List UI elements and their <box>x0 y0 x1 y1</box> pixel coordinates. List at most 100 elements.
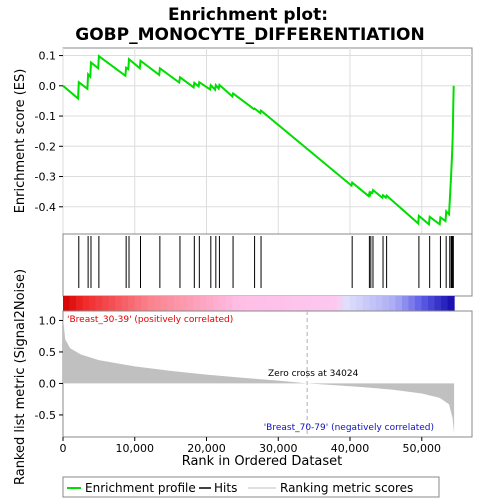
color-bar-segment <box>219 296 227 311</box>
x-axis-ticks: 0 10,000 20,000 30,000 40,000 50,000 <box>60 437 442 455</box>
color-bar-segment <box>108 296 116 311</box>
color-bar-segment <box>232 296 240 311</box>
color-bar-segment <box>193 296 201 311</box>
color-bar-segment <box>284 296 292 311</box>
es-y-axis-label: Enrichment score (ES) <box>13 69 28 214</box>
rank-color-bar <box>63 296 455 311</box>
es-tick-label: -0.4 <box>35 201 56 214</box>
es-tick-label: 0.0 <box>39 80 57 93</box>
color-bar-segment <box>362 296 370 311</box>
color-bar-segment <box>252 296 260 311</box>
color-bar-segment <box>343 296 351 311</box>
hits-panel <box>62 233 473 297</box>
color-bar-segment <box>186 296 194 311</box>
metric-tick-label: 0.5 <box>39 346 57 359</box>
color-bar-segment <box>82 296 90 311</box>
color-bar-segment <box>421 296 429 311</box>
x-axis-label: Rank in Ordered Dataset <box>182 454 343 469</box>
color-bar-segment <box>441 296 449 311</box>
legend-ranking-metric-label: Ranking metric scores <box>280 481 413 495</box>
color-bar-segment <box>95 296 103 311</box>
metric-tick-label: 0.0 <box>39 377 57 390</box>
color-bar-segment <box>199 296 207 311</box>
color-bar-segment <box>304 296 312 311</box>
color-bar-segment <box>225 296 234 311</box>
color-bar-segment <box>206 296 214 311</box>
color-bar-segment <box>297 296 305 311</box>
color-bar-segment <box>427 296 436 311</box>
x-tick-label: 20,000 <box>187 442 226 455</box>
metric-panel: 1.0 0.5 0.0 -0.5 'Breast_30-39' (positively… <box>13 269 473 485</box>
hit-marks <box>78 236 454 288</box>
color-bar-segment <box>167 296 175 311</box>
metric-y-ticks: 1.0 0.5 0.0 -0.5 <box>35 314 63 422</box>
color-bar-segment <box>278 296 286 311</box>
color-bar-segment <box>401 296 410 311</box>
color-bar-segment <box>154 296 162 311</box>
color-bar-segment <box>141 296 149 311</box>
es-tick-label: -0.1 <box>35 110 56 123</box>
color-bar-segment <box>330 296 338 311</box>
color-bar-segment <box>265 296 273 311</box>
enrichment-profile-line <box>62 54 455 227</box>
color-bar-segment <box>310 296 318 311</box>
color-bar-segment <box>447 296 455 311</box>
color-bar-segment <box>128 296 136 311</box>
chart-title-line2: GOBP_MONOCYTE_DIFFERENTIATION <box>75 25 424 45</box>
chart-title-line1: Enrichment plot: <box>168 5 328 25</box>
color-bar-segment <box>336 296 344 311</box>
ranking-metric-area <box>63 317 455 434</box>
color-bar-segment <box>434 296 442 311</box>
es-grid <box>62 48 472 234</box>
negative-correlation-label: 'Breast_70-79' (negatively correlated) <box>264 423 434 433</box>
hits-panel-frame <box>62 233 473 297</box>
color-bar-segment <box>102 296 110 311</box>
es-tick-label: -0.2 <box>35 140 56 153</box>
color-bar-segment <box>238 296 247 311</box>
color-bar-segment <box>258 296 266 311</box>
color-bar-segment <box>317 296 325 311</box>
color-bar-segment <box>173 296 181 311</box>
color-bar-segment <box>356 296 364 311</box>
color-bar-segment <box>323 296 331 311</box>
color-bar-segment <box>63 296 71 311</box>
color-bar-segment <box>245 296 253 311</box>
color-bar-segment <box>89 296 97 311</box>
metric-tick-label: 1.0 <box>39 314 57 327</box>
es-panel-frame <box>62 47 473 235</box>
color-bar-segment <box>160 296 168 311</box>
color-bar-segment <box>369 296 377 311</box>
x-tick-label: 10,000 <box>116 442 155 455</box>
color-bar-segment <box>212 296 221 311</box>
metric-tick-label: -0.5 <box>35 409 56 422</box>
x-tick-label: 50,000 <box>403 442 442 455</box>
positive-correlation-label: 'Breast_30-39' (positively correlated) <box>67 315 233 325</box>
color-bar-segment <box>76 296 84 311</box>
es-tick-label: 0.1 <box>39 50 57 63</box>
x-tick-label: 30,000 <box>259 442 298 455</box>
color-bar-segment <box>388 296 397 311</box>
color-bar-segment <box>121 296 129 311</box>
legend: Enrichment profile Hits Ranking metric s… <box>62 476 440 498</box>
legend-hits-label: Hits <box>214 481 237 495</box>
color-bar-segment <box>180 296 188 311</box>
color-bar-segment <box>115 296 123 311</box>
legend-enrichment-profile-label: Enrichment profile <box>85 481 196 495</box>
legend-frame <box>62 476 440 498</box>
color-bar-segment <box>271 296 279 311</box>
color-bar-segment <box>414 296 423 311</box>
color-bar-segment <box>147 296 155 311</box>
color-bar-segment <box>69 296 77 311</box>
zero-cross-label: Zero cross at 34024 <box>268 369 359 379</box>
es-tick-label: -0.3 <box>35 171 56 184</box>
x-tick-label: 0 <box>60 442 67 455</box>
color-bar-segment <box>291 296 299 311</box>
color-bar-segment <box>134 296 142 311</box>
es-y-ticks: 0.1 0.0 -0.1 -0.2 -0.3 -0.4 <box>35 50 63 214</box>
x-tick-label: 40,000 <box>331 442 370 455</box>
metric-y-axis-label: Ranked list metric (Signal2Noise) <box>13 269 28 485</box>
color-bar-segment <box>349 296 357 311</box>
color-bar-segment <box>408 296 416 311</box>
color-bar-segment <box>375 296 383 311</box>
